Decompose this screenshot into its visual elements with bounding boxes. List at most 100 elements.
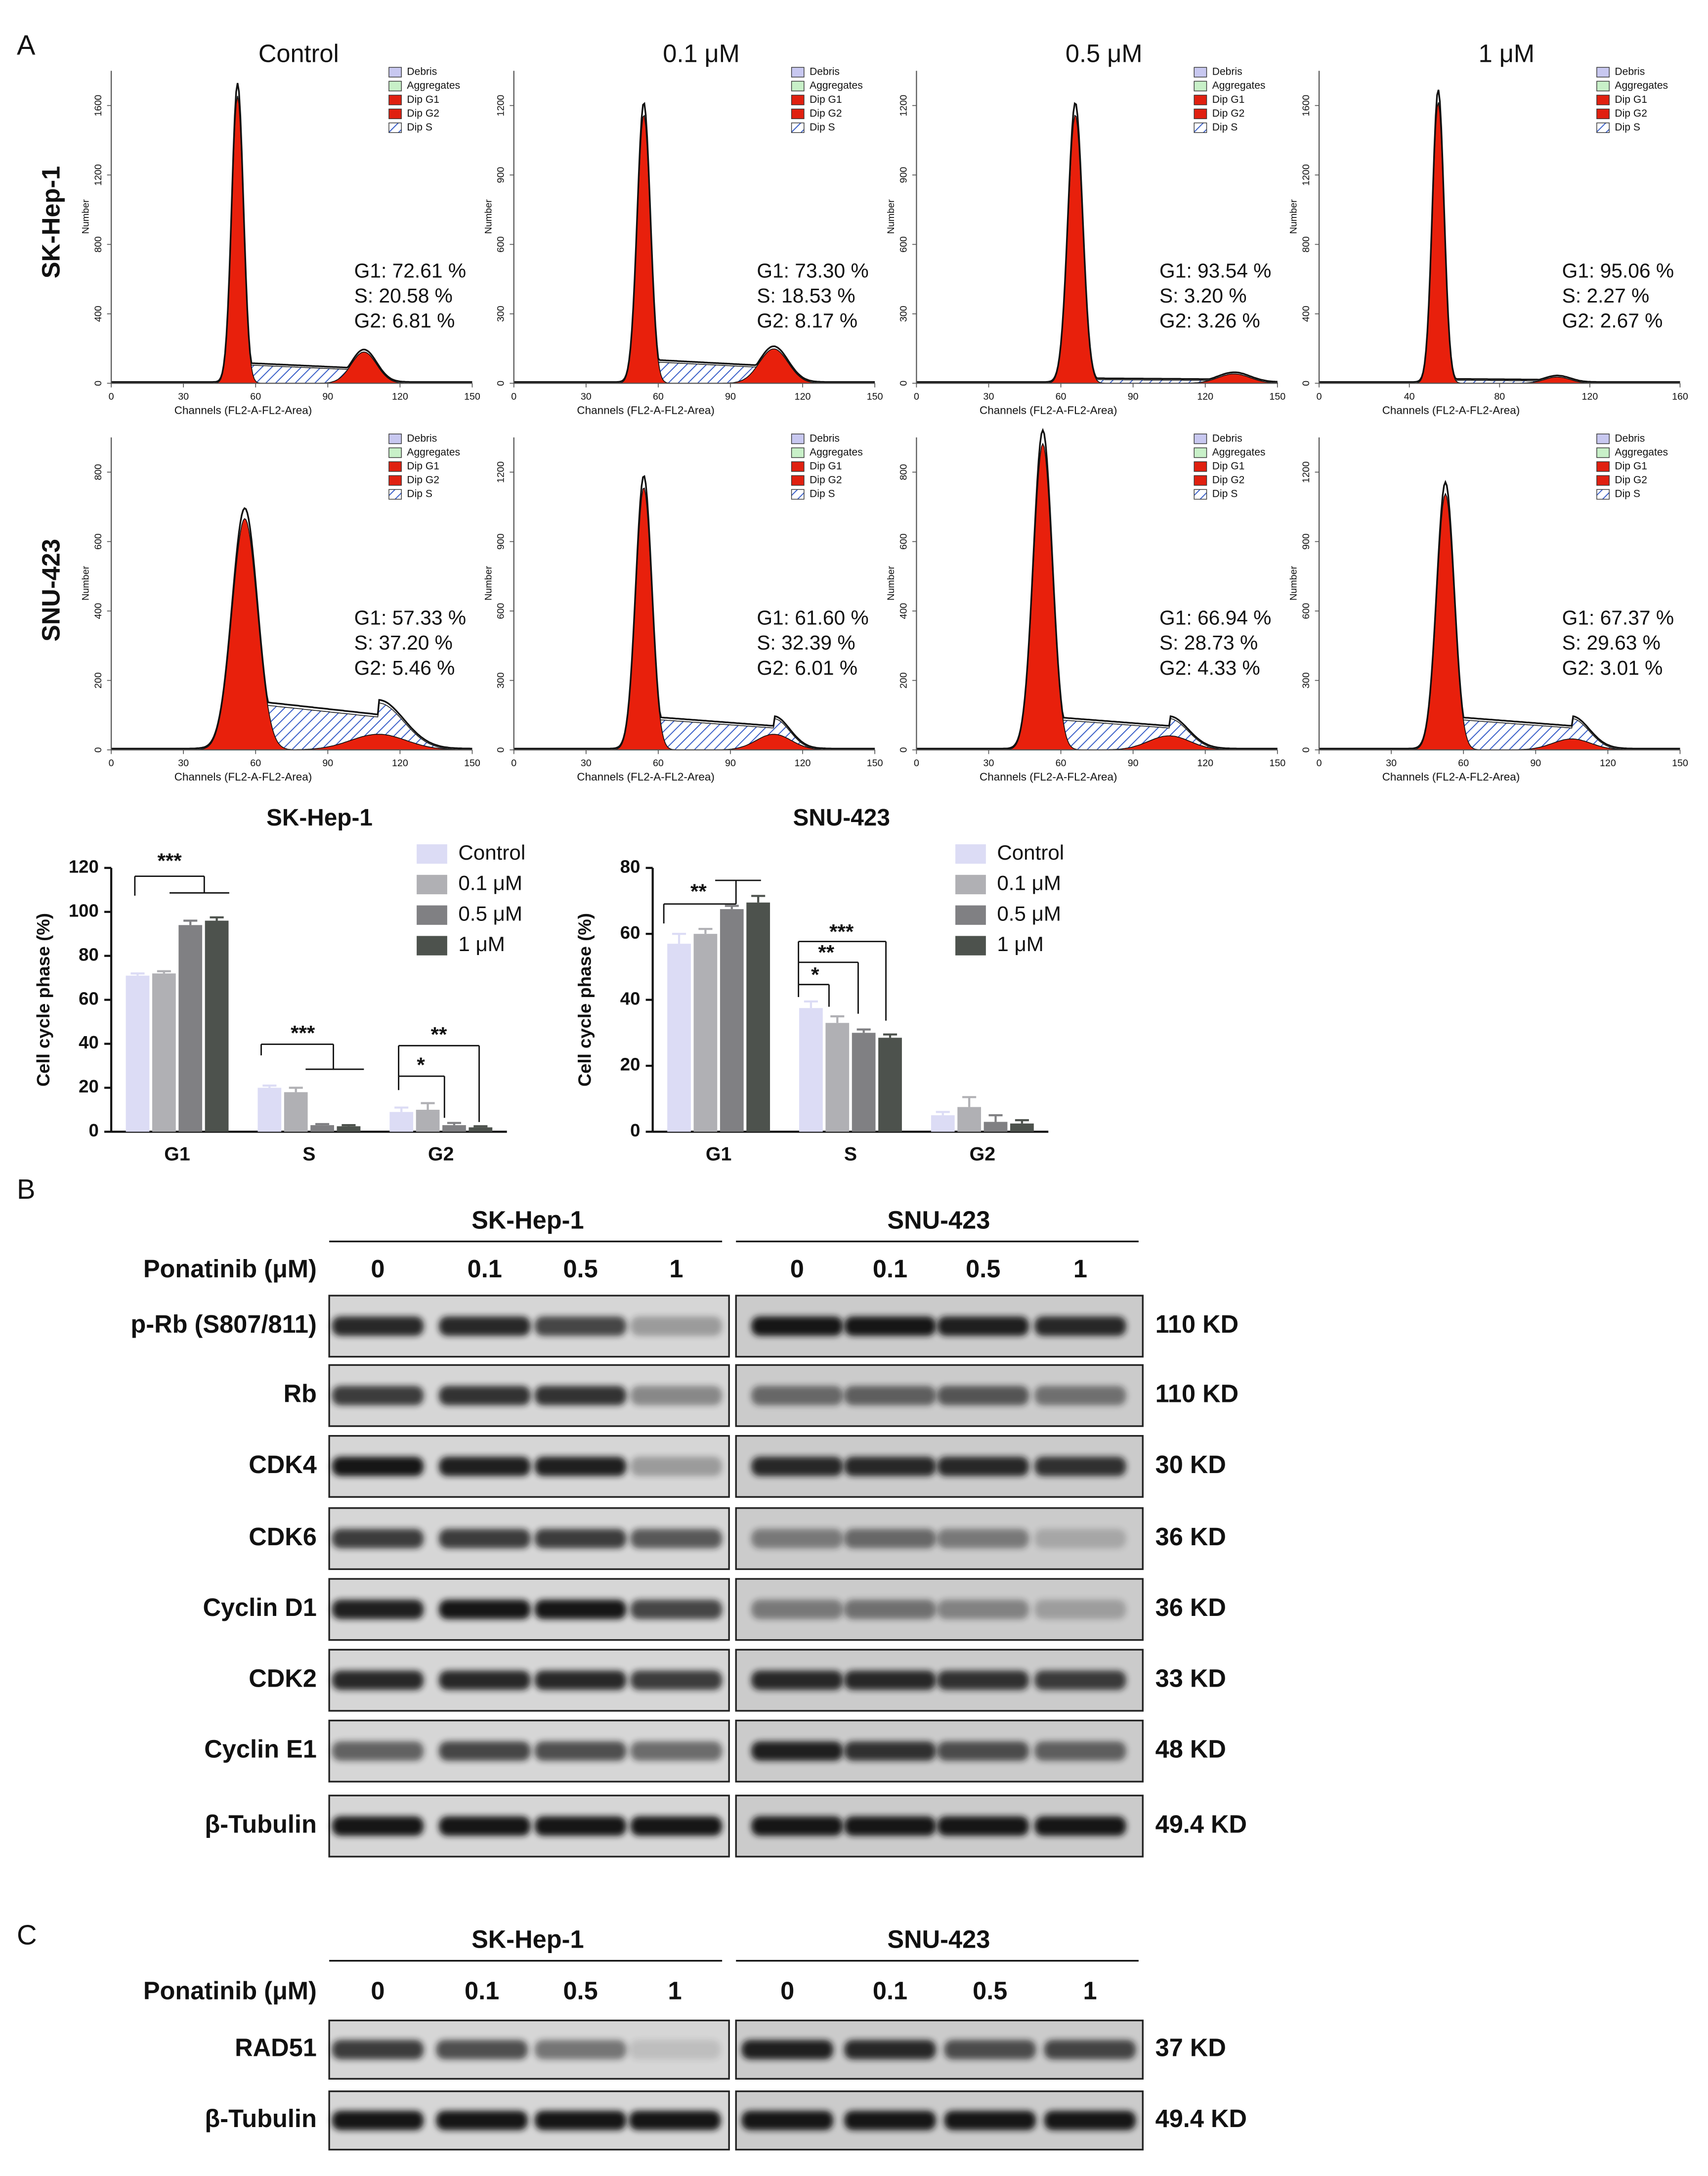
blot-band (751, 1816, 843, 1836)
x-tick-label: 150 (1269, 392, 1285, 402)
blot-band (751, 1316, 843, 1336)
blot-band (937, 1316, 1029, 1336)
legend-swatch (791, 489, 805, 500)
stat-text: S: 37.20 % (354, 631, 453, 654)
bar (983, 1122, 1008, 1132)
cell-line-header: SNU-423 (887, 1925, 990, 1954)
y-tick-label: 900 (898, 167, 909, 183)
legend-swatch (1194, 122, 1207, 133)
y-axis-label: Number (886, 566, 897, 600)
x-tick-label: 90 (322, 758, 333, 769)
legend-swatch (388, 461, 402, 472)
blot-band (629, 2040, 721, 2060)
bar (126, 975, 150, 1132)
x-tick-label: 160 (1672, 392, 1688, 402)
legend-label: Dip S (1615, 488, 1640, 500)
stat-text: G2: 3.26 % (1159, 309, 1260, 332)
stat-text: G2: 4.33 % (1159, 656, 1260, 679)
y-axis-label: Number (81, 566, 91, 600)
y-tick-label: 400 (898, 603, 909, 619)
protein-label: Cyclin E1 (204, 1735, 317, 1763)
blot-band (1034, 1670, 1126, 1690)
blot-band (844, 1741, 936, 1761)
x-tick-label: 0 (109, 392, 114, 402)
bar (825, 1023, 850, 1132)
y-axis-label: Number (483, 199, 494, 234)
protein-label: RAD51 (235, 2034, 317, 2062)
blot-band (332, 1600, 424, 1619)
x-tick-label: 150 (464, 392, 480, 402)
blot-band (332, 2040, 424, 2060)
blot-band (534, 2040, 627, 2060)
x-axis-label: Channels (FL2-A-FL2-Area) (577, 404, 714, 416)
blot-band (534, 1600, 627, 1619)
size-label: 49.4 KD (1155, 1810, 1247, 1838)
legend-label: Dip G1 (407, 94, 439, 105)
legend-swatch (791, 94, 805, 105)
y-tick-label: 80 (79, 944, 99, 964)
x-tick-label: 150 (867, 758, 883, 769)
stat-text: G2: 5.46 % (354, 656, 455, 679)
dose-label: 0.5 (966, 1255, 1000, 1283)
legend-label: Dip S (810, 488, 835, 500)
dose-label: 0.1 (468, 1255, 502, 1283)
bar (416, 1110, 440, 1132)
y-tick-label: 120 (69, 856, 99, 876)
x-tick-label: 30 (178, 392, 189, 402)
x-tick-label: 60 (653, 758, 664, 769)
legend-swatch (1194, 461, 1207, 472)
y-tick-label: 900 (1301, 533, 1312, 550)
dose-label: 0 (790, 1255, 804, 1283)
blot-band (844, 2110, 936, 2131)
stat-text: S: 2.27 % (1562, 284, 1650, 307)
legend-label: Dip G2 (1615, 108, 1647, 119)
column-title: Control (258, 40, 339, 68)
legend-label: Aggregates (407, 446, 460, 458)
blot-band (630, 1670, 723, 1690)
bar (1010, 1123, 1034, 1132)
outline (111, 507, 472, 750)
blot-band (332, 1741, 424, 1761)
blot-band (937, 1741, 1029, 1761)
legend-label: Aggregates (810, 80, 863, 91)
legend-label: 1 μM (458, 932, 505, 956)
blot-band (1034, 1600, 1126, 1619)
bar (852, 1033, 876, 1132)
legend-label: Control (458, 841, 525, 864)
y-tick-label: 20 (79, 1076, 99, 1096)
blot-band (630, 1600, 723, 1619)
bar (284, 1092, 308, 1132)
blot-band (439, 1816, 531, 1836)
dose-label: 0.5 (563, 1255, 598, 1283)
g1-peak (916, 114, 1278, 384)
legend-label: Dip G2 (810, 475, 842, 486)
y-tick-label: 1600 (93, 95, 104, 117)
y-tick-label: 0 (496, 747, 507, 752)
legend-label: Dip S (1212, 122, 1238, 133)
x-tick-label: 150 (464, 758, 480, 769)
bar (205, 920, 229, 1132)
y-axis-label: Cell cycle phase (%) (574, 913, 595, 1087)
stat-text: S: 32.39 % (757, 631, 855, 654)
x-tick-label: 0 (109, 758, 114, 769)
x-tick-label: 60 (653, 392, 664, 402)
bar (442, 1125, 466, 1132)
legend-swatch (1596, 94, 1610, 105)
blot-band (332, 1386, 424, 1405)
blot-band (1034, 1816, 1126, 1836)
blot-band (844, 1600, 936, 1619)
legend-swatch (388, 108, 402, 119)
x-tick-label: 0 (511, 392, 516, 402)
legend-swatch (1596, 489, 1610, 500)
y-tick-label: 900 (496, 167, 507, 183)
cell-line-header: SK-Hep-1 (471, 1206, 584, 1234)
protein-label: Cyclin D1 (203, 1593, 316, 1621)
blot-band (630, 1386, 723, 1405)
bar (257, 1088, 282, 1132)
y-tick-label: 300 (496, 305, 507, 322)
stat-text: G2: 3.01 % (1562, 656, 1663, 679)
y-tick-label: 600 (93, 533, 104, 550)
x-axis-label: Channels (FL2-A-FL2-Area) (174, 771, 312, 783)
blot-band (332, 1528, 424, 1549)
x-tick-label: 60 (250, 758, 261, 769)
